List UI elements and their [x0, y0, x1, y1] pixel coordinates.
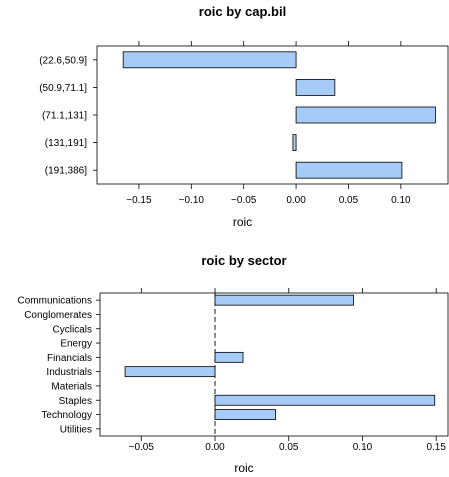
bar [122, 51, 297, 69]
category-label: (22.6,50.9] [39, 55, 87, 66]
bar [214, 351, 244, 363]
plot-frame [99, 292, 449, 437]
x-tick-label: 0.10 [391, 195, 411, 206]
x-tick-label: −0.15 [126, 195, 152, 206]
x-tick-label: 0.00 [286, 195, 306, 206]
category-label: Staples [59, 396, 92, 407]
category-label: Cyclicals [53, 324, 92, 335]
x-tick-label: −0.05 [231, 195, 257, 206]
category-label: Materials [51, 381, 92, 392]
x-tick-label: 0.05 [279, 442, 299, 453]
bar [214, 294, 355, 306]
category-label: (71.1,131] [42, 111, 87, 122]
category-label: Financials [47, 353, 92, 364]
x-axis-label: roic [234, 461, 253, 475]
chart-panel-2: roic by sector −0.05 0.00 0.05 0.10 0.15 roic C… [18, 253, 449, 475]
category-label: (191,386] [45, 166, 87, 177]
x-tick-label: −0.05 [129, 442, 155, 453]
x-axis-label: roic [233, 215, 252, 229]
chart-title: roic by cap.bil [199, 4, 286, 19]
category-label: Utilities [60, 424, 92, 435]
bar [214, 409, 276, 420]
chart-title: roic by sector [201, 253, 286, 268]
bar [295, 106, 436, 124]
x-tick-label: 0.00 [205, 442, 225, 453]
category-label: Technology [41, 410, 92, 421]
x-tick-label: 0.10 [353, 442, 373, 453]
bar [292, 134, 297, 152]
bar [295, 161, 403, 179]
chart-panel-1: roic by cap.bil −0.15 −0.10 −0.05 0.00 0.05 0.… [39, 4, 449, 229]
category-label: Conglomerates [24, 310, 92, 321]
x-tick-label: 0.15 [426, 442, 446, 453]
bar [295, 79, 336, 96]
category-label: (50.9,71.1] [39, 83, 87, 94]
category-label: Communications [18, 296, 92, 307]
x-tick-label: 0.05 [339, 195, 359, 206]
category-label: (131,191] [45, 138, 87, 149]
category-label: Industrials [46, 367, 92, 378]
category-label: Energy [60, 339, 92, 350]
bar [214, 394, 436, 406]
bar [124, 366, 216, 378]
x-tick-label: −0.10 [179, 195, 205, 206]
